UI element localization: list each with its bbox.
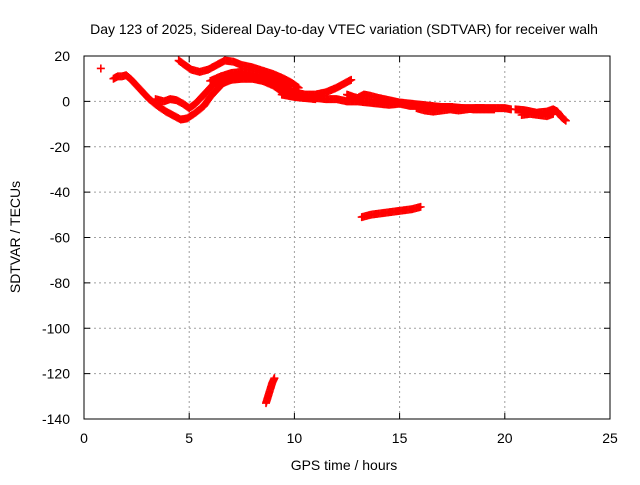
x-tick-label: 15 [392, 430, 408, 446]
series-track-g [412, 104, 488, 116]
y-tick-label: -140 [42, 411, 70, 427]
data-point [416, 202, 425, 211]
chart-title: Day 123 of 2025, Sidereal Day-to-day VTE… [90, 21, 598, 37]
x-tick-label: 10 [287, 430, 303, 446]
data-point [560, 115, 569, 124]
data-point [479, 104, 488, 113]
series-track-l [96, 64, 105, 73]
axis-ticks: 0 5 10 15 20 25 -140 -120 -100 -80 -60 -40 -20 0 20 [42, 48, 618, 446]
y-tick-label: -20 [50, 139, 70, 155]
y-tick-label: -100 [42, 320, 70, 336]
data-point [490, 105, 499, 114]
y-tick-label: 20 [54, 48, 70, 64]
data-point [96, 64, 105, 73]
x-axis-label: GPS time / hours [291, 457, 398, 473]
series-track-k [261, 374, 279, 408]
data-point [561, 116, 570, 125]
data-point [294, 83, 303, 92]
data-marks [96, 56, 570, 408]
x-tick-label: 25 [602, 430, 618, 446]
y-tick-label: 0 [62, 93, 70, 109]
y-tick-label: -40 [50, 184, 70, 200]
series-track-d [206, 67, 293, 91]
data-point [549, 109, 558, 118]
series-track-i [517, 109, 558, 121]
data-point [347, 75, 356, 84]
y-tick-label: -120 [42, 366, 70, 382]
series-track-j [357, 202, 425, 222]
y-tick-label: -80 [50, 275, 70, 291]
x-tick-label: 20 [497, 430, 513, 446]
data-point [284, 82, 293, 91]
data-point [270, 374, 279, 383]
y-tick-label: -60 [50, 230, 70, 246]
x-tick-label: 5 [185, 430, 193, 446]
y-axis-label: SDTVAR / TECUs [7, 181, 23, 293]
x-tick-label: 0 [80, 430, 88, 446]
